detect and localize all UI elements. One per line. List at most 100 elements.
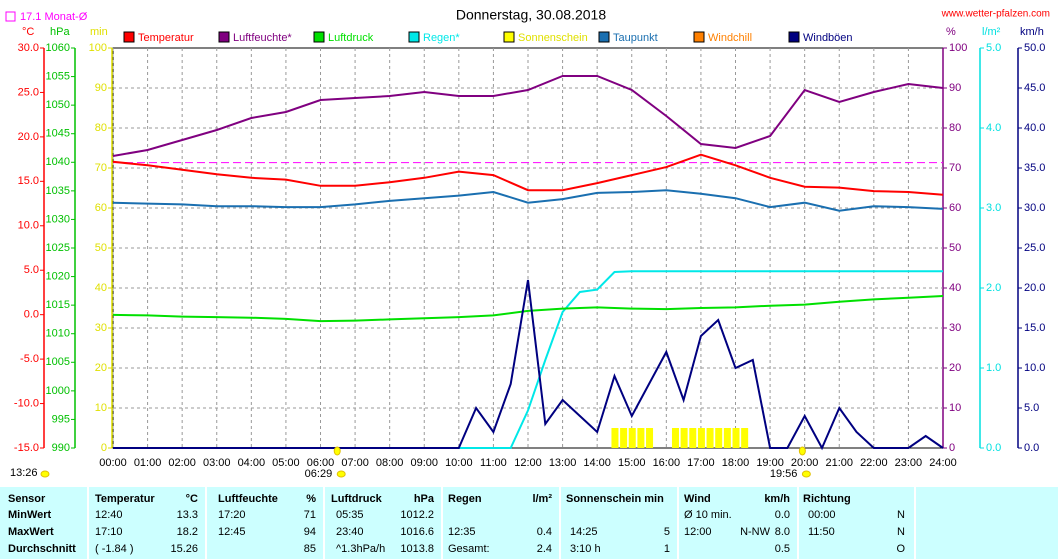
- y-tick-label: 1.0: [986, 362, 1001, 374]
- y-tick-label: 50: [949, 242, 961, 254]
- sunrise-label: 06:29: [305, 468, 333, 480]
- y-tick-label: 70: [949, 162, 961, 174]
- table-header: hPa: [414, 493, 435, 505]
- legend-label: Taupunkt: [613, 32, 658, 44]
- table-cell: 1012.2: [400, 509, 434, 521]
- sunset-label: 19:56: [770, 468, 798, 480]
- x-tick-label: 06:00: [307, 457, 335, 469]
- y-tick-label: 80: [95, 122, 107, 134]
- y-tick-label: 15.0: [18, 175, 39, 187]
- y-tick-label: 10: [949, 402, 961, 414]
- avg-label: 17.1 Monat-Ø: [20, 11, 88, 23]
- table-cell: 71: [304, 509, 316, 521]
- source-link: www.wetter-pfalzen.com: [941, 9, 1050, 20]
- x-tick-label: 16:00: [653, 457, 681, 469]
- y-tick-label: 5.0: [1024, 402, 1039, 414]
- sunshine-bar: [611, 428, 619, 448]
- y-tick-label: 30: [949, 322, 961, 334]
- y-tick-label: 1025: [46, 242, 70, 254]
- table-cell: Gesamt:: [448, 543, 490, 555]
- axis-unit: °C: [22, 26, 34, 38]
- table-header: Sonnenschein min: [566, 493, 664, 505]
- x-tick-label: 19:00: [756, 457, 784, 469]
- table-cell: 05:35: [336, 509, 364, 521]
- x-tick-label: 17:00: [687, 457, 715, 469]
- table-header: °C: [186, 493, 198, 505]
- series-line: [112, 295, 944, 323]
- y-tick-label: 25.0: [1024, 242, 1045, 254]
- legend-swatch: [598, 31, 610, 43]
- series-line: [113, 279, 944, 451]
- sunshine-bar: [715, 428, 723, 448]
- y-tick-label: 1035: [46, 185, 70, 197]
- x-tick-label: 15:00: [618, 457, 646, 469]
- y-tick-label: -10.0: [14, 397, 39, 409]
- y-tick-label: 20: [95, 362, 107, 374]
- y-tick-label: 1010: [46, 328, 70, 340]
- table-cell: 12:00: [684, 526, 712, 538]
- table-cell: 17:10: [95, 526, 123, 538]
- chart-title: Donnerstag, 30.08.2018: [456, 7, 606, 23]
- row-label: Durchschnitt: [8, 543, 76, 555]
- y-tick-label: 40: [95, 282, 107, 294]
- table-header: Luftdruck: [331, 493, 383, 505]
- y-tick-label: 35.0: [1024, 162, 1045, 174]
- table-cell: 1013.8: [400, 543, 434, 555]
- x-tick-label: 22:00: [860, 457, 888, 469]
- y-tick-label: 25.0: [18, 86, 39, 98]
- sunrise-marker: [333, 446, 341, 456]
- legend-label: Sonnenschein: [518, 32, 588, 44]
- axis-unit: min: [90, 26, 108, 38]
- table-header: Luftfeuchte: [218, 493, 278, 505]
- y-tick-label: 20.0: [1024, 282, 1045, 294]
- y-tick-label: 100: [89, 42, 107, 54]
- updated-time: 13:26: [10, 467, 38, 479]
- sunshine-bar: [741, 428, 749, 448]
- sunshine-bar: [671, 428, 679, 448]
- sunshine-bar: [646, 428, 654, 448]
- y-tick-label: 50.0: [1024, 42, 1045, 54]
- table-cell: 2.4: [537, 543, 552, 555]
- legend-swatch: [788, 31, 800, 43]
- legend-label: Luftfeuchte*: [233, 32, 292, 44]
- y-tick-label: 1015: [46, 299, 70, 311]
- table-cell: 17:20: [218, 509, 246, 521]
- x-tick-label: 01:00: [134, 457, 162, 469]
- sunshine-bar: [637, 428, 645, 448]
- y-tick-label: 10.0: [18, 220, 39, 232]
- table-cell: 0.0: [775, 509, 790, 521]
- y-tick-label: 1030: [46, 213, 70, 225]
- x-tick-label: 03:00: [203, 457, 231, 469]
- table-header: %: [306, 493, 316, 505]
- table-cell: ( -1.84 ): [95, 543, 134, 555]
- table-cell: O: [896, 543, 905, 555]
- y-tick-label: 30: [95, 322, 107, 334]
- avg-icon: [5, 11, 16, 22]
- table-cell: 0.4: [537, 526, 552, 538]
- x-tick-label: 20:00: [791, 457, 819, 469]
- y-tick-label: 80: [949, 122, 961, 134]
- y-tick-label: 50: [95, 242, 107, 254]
- y-tick-label: 20.0: [18, 131, 39, 143]
- axis-unit: hPa: [50, 26, 70, 38]
- y-tick-label: 60: [949, 202, 961, 214]
- table-cell: 12:40: [95, 509, 123, 521]
- table-cell: 15.26: [170, 543, 198, 555]
- y-tick-label: 90: [95, 82, 107, 94]
- y-tick-label: 995: [52, 413, 70, 425]
- row-label: MinWert: [8, 509, 52, 521]
- y-tick-label: 0: [949, 442, 955, 454]
- sunset-marker: [798, 446, 806, 456]
- x-tick-label: 12:00: [514, 457, 542, 469]
- axis-unit: %: [946, 26, 956, 38]
- x-tick-label: 18:00: [722, 457, 750, 469]
- series-line: [113, 270, 943, 449]
- sunset-icon: [801, 470, 811, 478]
- x-tick-label: 08:00: [376, 457, 404, 469]
- x-tick-label: 21:00: [825, 457, 853, 469]
- y-tick-label: 1045: [46, 128, 70, 140]
- table-cell: 1: [664, 543, 670, 555]
- axis-unit: km/h: [1020, 26, 1044, 38]
- sunshine-bar: [697, 428, 705, 448]
- y-tick-label: 40: [949, 282, 961, 294]
